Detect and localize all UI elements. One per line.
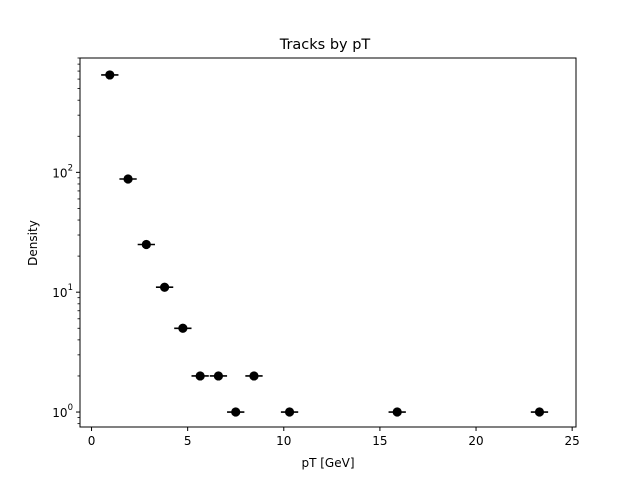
y-tick-label: 100 — [52, 403, 73, 420]
data-point — [178, 323, 188, 333]
data-point — [105, 70, 115, 80]
y-axis: 100 101 102 — [52, 57, 80, 425]
x-tick-label: 20 — [468, 434, 483, 448]
data-marks — [101, 70, 549, 417]
x-tick-label: 0 — [88, 434, 96, 448]
x-tick-label: 10 — [276, 434, 291, 448]
data-point — [213, 371, 224, 381]
y-tick-label: 101 — [52, 283, 73, 300]
x-axis-label: pT [GeV] — [301, 456, 354, 470]
data-point — [284, 407, 295, 417]
data-point — [392, 407, 402, 417]
data-point — [249, 371, 259, 381]
x-axis: 0 5 10 15 20 25 — [88, 427, 580, 448]
data-point — [159, 282, 170, 292]
chart-title: Tracks by pT — [279, 37, 371, 53]
data-point — [123, 174, 133, 184]
x-tick-label: 5 — [184, 434, 192, 448]
x-tick-label: 15 — [372, 434, 387, 448]
y-axis-label: Density — [26, 220, 40, 266]
data-point — [141, 239, 151, 250]
x-tick-label: 25 — [565, 434, 580, 448]
data-point — [231, 407, 241, 417]
y-tick-label: 102 — [52, 163, 73, 180]
data-point — [195, 371, 205, 381]
plot-frame — [79, 57, 577, 428]
data-point — [534, 407, 545, 417]
